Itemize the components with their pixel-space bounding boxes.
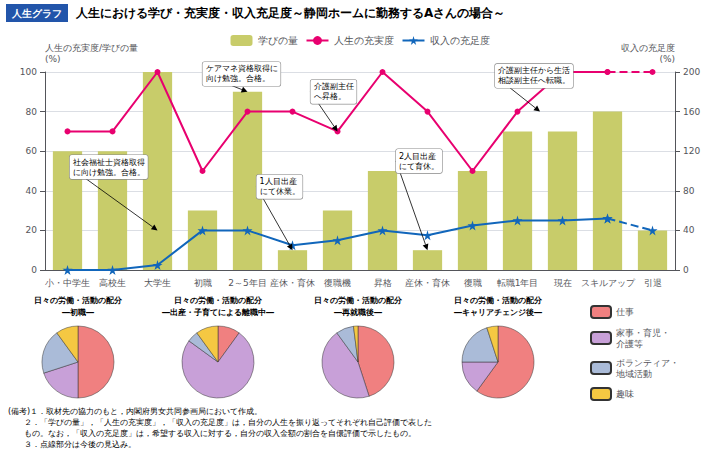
svg-text:スキルアップ: スキルアップ <box>581 278 636 288</box>
svg-text:初職: 初職 <box>194 278 212 288</box>
svg-text:介護副主任から生活: 介護副主任から生活 <box>498 66 570 75</box>
svg-text:日々の労働・活動の配分: 日々の労働・活動の配分 <box>454 296 543 305</box>
svg-text:へ昇格。: へ昇格。 <box>314 92 346 101</box>
svg-text:―出産・子育てによる離職中―: ―出産・子育てによる離職中― <box>162 307 274 317</box>
svg-text:に向け勉強。合格。: に向け勉強。合格。 <box>73 168 145 177</box>
svg-text:趣味: 趣味 <box>616 389 634 399</box>
svg-text:―初職―: ―初職― <box>62 307 94 317</box>
svg-text:高校生: 高校生 <box>99 278 126 288</box>
svg-text:100: 100 <box>20 67 37 77</box>
svg-text:収入の充足度: 収入の充足度 <box>430 35 490 46</box>
svg-text:復職: 復職 <box>464 278 482 288</box>
svg-text:社会福祉士資格取得: 社会福祉士資格取得 <box>73 158 145 167</box>
svg-text:介護副主任: 介護副主任 <box>314 82 354 91</box>
svg-text:日々の労働・活動の配分: 日々の労働・活動の配分 <box>314 296 403 305</box>
svg-text:現在: 現在 <box>554 278 572 288</box>
svg-text:学びの量: 学びの量 <box>258 35 298 46</box>
svg-text:もの。なお，「収入の充足度」は，希望する収入に対する，自分の: もの。なお，「収入の充足度」は，希望する収入に対する，自分の収入金額の割合を自儇… <box>8 429 416 438</box>
svg-text:人生における学び・充実度・収入充足度～静岡ホームに勤務するA: 人生における学び・充実度・収入充足度～静岡ホームに勤務するAさんの場合～ <box>75 6 505 20</box>
svg-text:仕事: 仕事 <box>616 307 634 317</box>
svg-text:80: 80 <box>683 186 695 196</box>
svg-text:にて休業。: にて休業。 <box>260 187 300 196</box>
svg-text:1人目出産: 1人目出産 <box>260 177 297 186</box>
svg-text:(備考)１．取材先の協力のもと，内閣府男女共同参画局において: (備考)１．取材先の協力のもと，内閣府男女共同参画局において作成。 <box>8 407 262 416</box>
svg-text:(%): (%) <box>659 54 675 64</box>
svg-text:産休・育休: 産休・育休 <box>405 278 450 288</box>
svg-text:収入の充足度: 収入の充足度 <box>621 43 675 53</box>
svg-text:ボランティア・: ボランティア・ <box>616 358 679 368</box>
svg-text:60: 60 <box>26 146 38 156</box>
svg-text:日々の労働・活動の配分: 日々の労働・活動の配分 <box>34 296 123 305</box>
svg-text:160: 160 <box>683 107 700 117</box>
svg-text:人生の充実度/学びの量: 人生の充実度/学びの量 <box>45 43 138 53</box>
svg-text:ケアマネ資格取得に: ケアマネ資格取得に <box>206 64 278 73</box>
svg-text:２．「学びの量」，「人生の充実度」，「収入の充足度」は，自分: ２．「学びの量」，「人生の充実度」，「収入の充足度」は，自分の人生を振り返ってそ… <box>8 418 432 427</box>
svg-text:200: 200 <box>683 67 700 77</box>
svg-text:復職機: 復職機 <box>324 278 351 288</box>
svg-text:40: 40 <box>26 186 38 196</box>
svg-text:産休・育休: 産休・育休 <box>270 278 315 288</box>
svg-text:日々の労働・活動の配分: 日々の労働・活動の配分 <box>174 296 263 305</box>
svg-text:2～5年目: 2～5年目 <box>228 278 266 288</box>
svg-text:―再就職後―: ―再就職後― <box>334 308 382 317</box>
svg-text:３．点線部分は今後の見込み。: ３．点線部分は今後の見込み。 <box>8 440 136 449</box>
svg-text:地域活動: 地域活動 <box>615 369 652 379</box>
svg-text:人生の充実度: 人生の充実度 <box>334 35 394 46</box>
svg-text:人生グラフ: 人生グラフ <box>11 8 62 19</box>
svg-text:転職1年目: 転職1年目 <box>497 278 539 288</box>
svg-text:介護等: 介護等 <box>616 339 643 349</box>
svg-text:120: 120 <box>683 146 700 156</box>
svg-text:2人目出産: 2人目出産 <box>399 152 436 161</box>
svg-text:0: 0 <box>683 265 689 275</box>
svg-text:相談副主任へ転職。: 相談副主任へ転職。 <box>498 76 570 85</box>
svg-text:小・中学生: 小・中学生 <box>45 278 90 288</box>
svg-text:昇格: 昇格 <box>374 278 392 288</box>
svg-text:向け勉強。合格。: 向け勉強。合格。 <box>206 74 270 83</box>
svg-text:―キャリアチェンジ後―: ―キャリアチェンジ後― <box>454 308 542 317</box>
svg-text:にて育休。: にて育休。 <box>399 162 439 171</box>
svg-text:80: 80 <box>26 107 38 117</box>
svg-text:家事・育児・: 家事・育児・ <box>616 328 670 338</box>
svg-text:20: 20 <box>26 225 38 235</box>
svg-text:引退: 引退 <box>644 278 662 288</box>
svg-text:(%): (%) <box>45 54 61 64</box>
svg-text:0: 0 <box>31 265 37 275</box>
svg-text:40: 40 <box>683 225 695 235</box>
svg-text:大学生: 大学生 <box>144 278 171 288</box>
